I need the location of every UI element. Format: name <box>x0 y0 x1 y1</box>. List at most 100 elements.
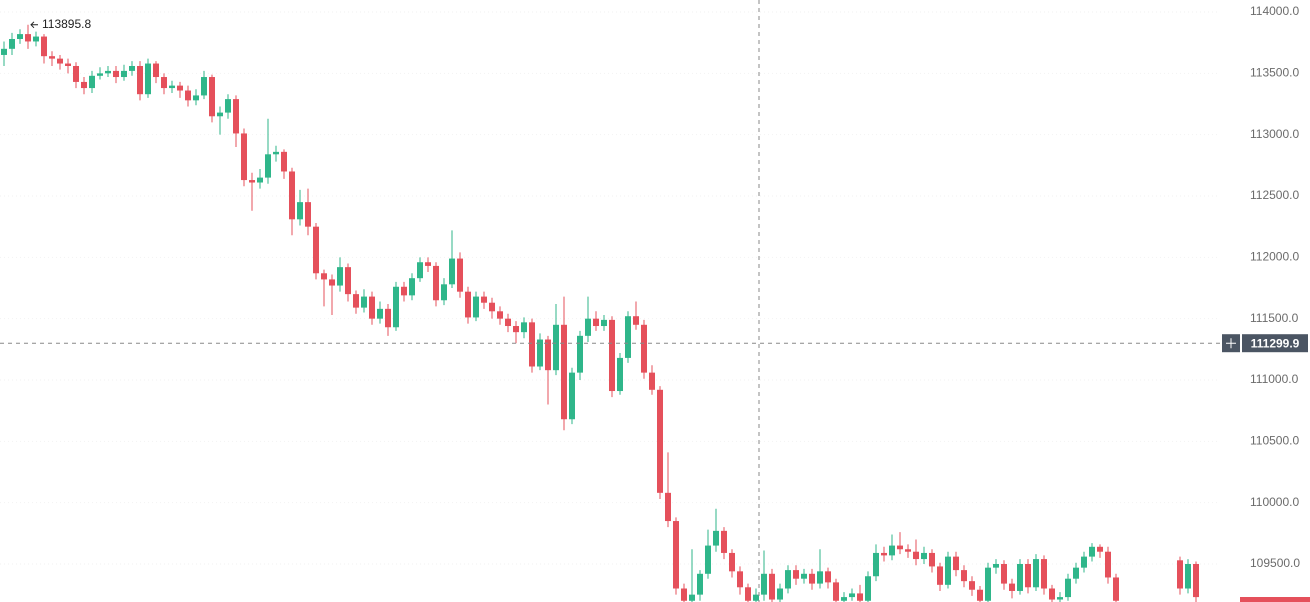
candle-body <box>153 63 159 78</box>
candle-body <box>457 258 463 292</box>
candle-body <box>505 318 511 327</box>
y-tick-label: 113000.0 <box>1250 127 1299 141</box>
candle-body <box>841 597 847 601</box>
candle-body <box>697 573 703 595</box>
crosshair-price-label: 111299.9 <box>1251 336 1300 350</box>
candle-body <box>833 582 839 601</box>
high-marker-arrow <box>30 21 38 29</box>
crosshair-price-box <box>1242 334 1308 353</box>
candle-body <box>737 571 743 588</box>
candle-body <box>305 202 311 227</box>
candle-body <box>729 552 735 572</box>
candle-body <box>481 296 487 303</box>
candle-body <box>953 556 959 571</box>
candle-body <box>113 70 119 78</box>
candle-body <box>73 65 79 82</box>
candle-body <box>857 593 863 601</box>
candle-body <box>65 63 71 66</box>
candle-body <box>785 570 791 589</box>
candle-body <box>81 81 87 89</box>
candle-body <box>121 70 127 78</box>
candle-body <box>1105 551 1111 578</box>
y-tick-label: 113500.0 <box>1250 66 1299 80</box>
candle-body <box>233 99 239 134</box>
y-tick-label: 112500.0 <box>1250 188 1299 202</box>
candle-body <box>993 563 999 568</box>
candle-body <box>345 267 351 295</box>
candle-body <box>577 335 583 373</box>
candle-body <box>1017 563 1023 591</box>
candle-body <box>1057 597 1063 600</box>
candle-body <box>825 571 831 583</box>
candle-body <box>865 576 871 601</box>
candle-body <box>329 279 335 286</box>
candle-body <box>89 75 95 89</box>
candle-body <box>33 36 39 42</box>
y-tick-label: 114000.0 <box>1250 4 1299 18</box>
candle-body <box>673 521 679 589</box>
candle-body <box>969 581 975 590</box>
candle-body <box>929 552 935 567</box>
candle-body <box>201 77 207 96</box>
candle-body <box>369 296 375 319</box>
candle-body <box>681 588 687 601</box>
candle-body <box>385 308 391 328</box>
candle-body <box>9 39 15 49</box>
candle-body <box>41 36 47 57</box>
candle-body <box>177 85 183 91</box>
crosshair-plus <box>1226 338 1236 349</box>
candles <box>1 24 1199 602</box>
candle-body <box>521 322 527 333</box>
candle-body <box>745 587 751 601</box>
candle-body <box>705 545 711 574</box>
candle-body <box>769 573 775 600</box>
candle-body <box>817 571 823 584</box>
candle-body <box>977 589 983 601</box>
candle-body <box>809 573 815 584</box>
candle-body <box>137 65 143 95</box>
candle-body <box>281 151 287 172</box>
candle-body <box>537 339 543 367</box>
candle-body <box>529 322 535 367</box>
candle-body <box>161 77 167 89</box>
candle-body <box>601 319 607 327</box>
candle-body <box>193 95 199 101</box>
candle-body <box>545 339 551 371</box>
candle-body <box>913 551 919 560</box>
candle-body <box>337 267 343 286</box>
candle-body <box>1097 546 1103 552</box>
candle-body <box>377 308 383 319</box>
candle-body <box>25 34 31 42</box>
candle-body <box>265 154 271 178</box>
candle-body <box>609 319 615 392</box>
price-tag-edge <box>1240 597 1310 602</box>
candle-body <box>761 573 767 595</box>
candle-body <box>433 265 439 301</box>
candle-body <box>801 573 807 579</box>
candle-body <box>1177 560 1183 589</box>
candle-body <box>569 372 575 420</box>
candle-body <box>105 70 111 74</box>
candle-body <box>889 545 895 556</box>
candle-body <box>17 34 23 40</box>
candle-body <box>689 594 695 601</box>
candle-body <box>657 389 663 493</box>
candle-body <box>257 177 263 183</box>
candle-body <box>921 552 927 560</box>
y-tick-label: 110000.0 <box>1250 495 1299 509</box>
candle-body <box>425 262 431 266</box>
candle-body <box>897 545 903 550</box>
candle-body <box>1025 563 1031 588</box>
candle-body <box>1065 578 1071 598</box>
candle-body <box>937 566 943 585</box>
candle-body <box>401 286 407 296</box>
grid: 109500.0 110000.0 110500.0 111000.0 111500.0… <box>0 4 1300 570</box>
candle-body <box>777 588 783 600</box>
candle-body <box>489 302 495 312</box>
candle-body <box>473 296 479 318</box>
candle-body <box>633 316 639 325</box>
candle-body <box>1 48 7 55</box>
candle-body <box>1001 563 1007 584</box>
candle-body <box>441 284 447 301</box>
